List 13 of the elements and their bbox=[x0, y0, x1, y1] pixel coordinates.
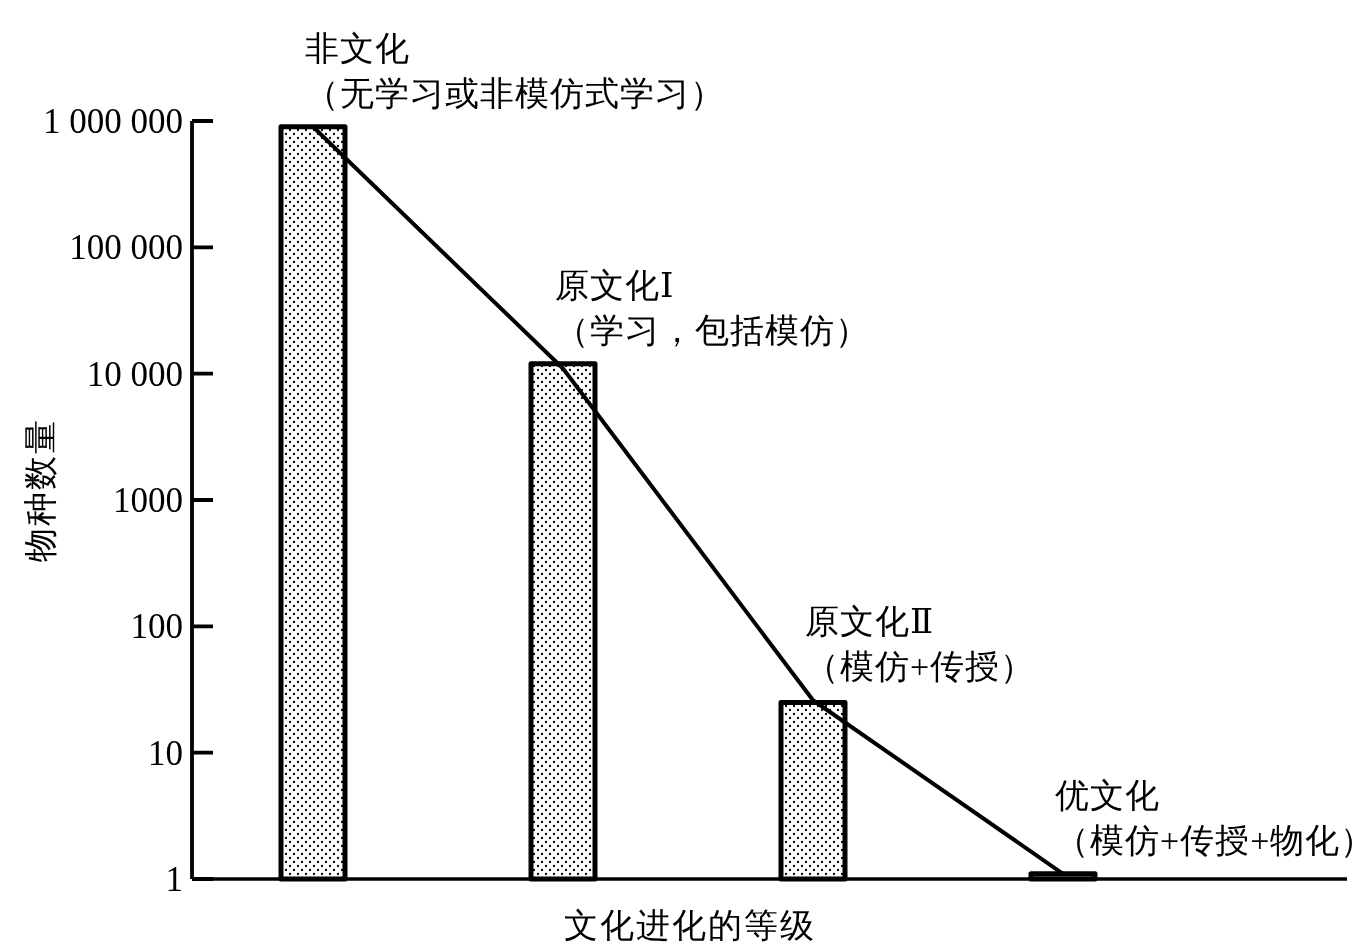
y-tick-label: 1 bbox=[165, 860, 183, 899]
annotation: 优文化（模仿+传授+物化） bbox=[1055, 776, 1356, 859]
annotation: 原文化Ⅱ（模仿+传授） bbox=[805, 603, 1036, 686]
y-tick-label: 10 000 bbox=[86, 354, 183, 394]
y-tick-label: 100 000 bbox=[69, 228, 183, 268]
text: 非文化（无学习或非模仿式学习） bbox=[305, 29, 725, 112]
x-axis-title: 文化进化的等级 bbox=[564, 907, 816, 944]
annotation: 原文化Ⅰ（学习，包括模仿） bbox=[555, 266, 870, 349]
y-tick-label: 10 bbox=[148, 733, 183, 773]
y-tick-label: 1000 bbox=[113, 481, 183, 520]
y-tick-label: 100 bbox=[130, 607, 183, 647]
y-axis-title: 物种数量 bbox=[22, 418, 59, 562]
y-tick-label: 1 000 000 bbox=[43, 102, 183, 141]
